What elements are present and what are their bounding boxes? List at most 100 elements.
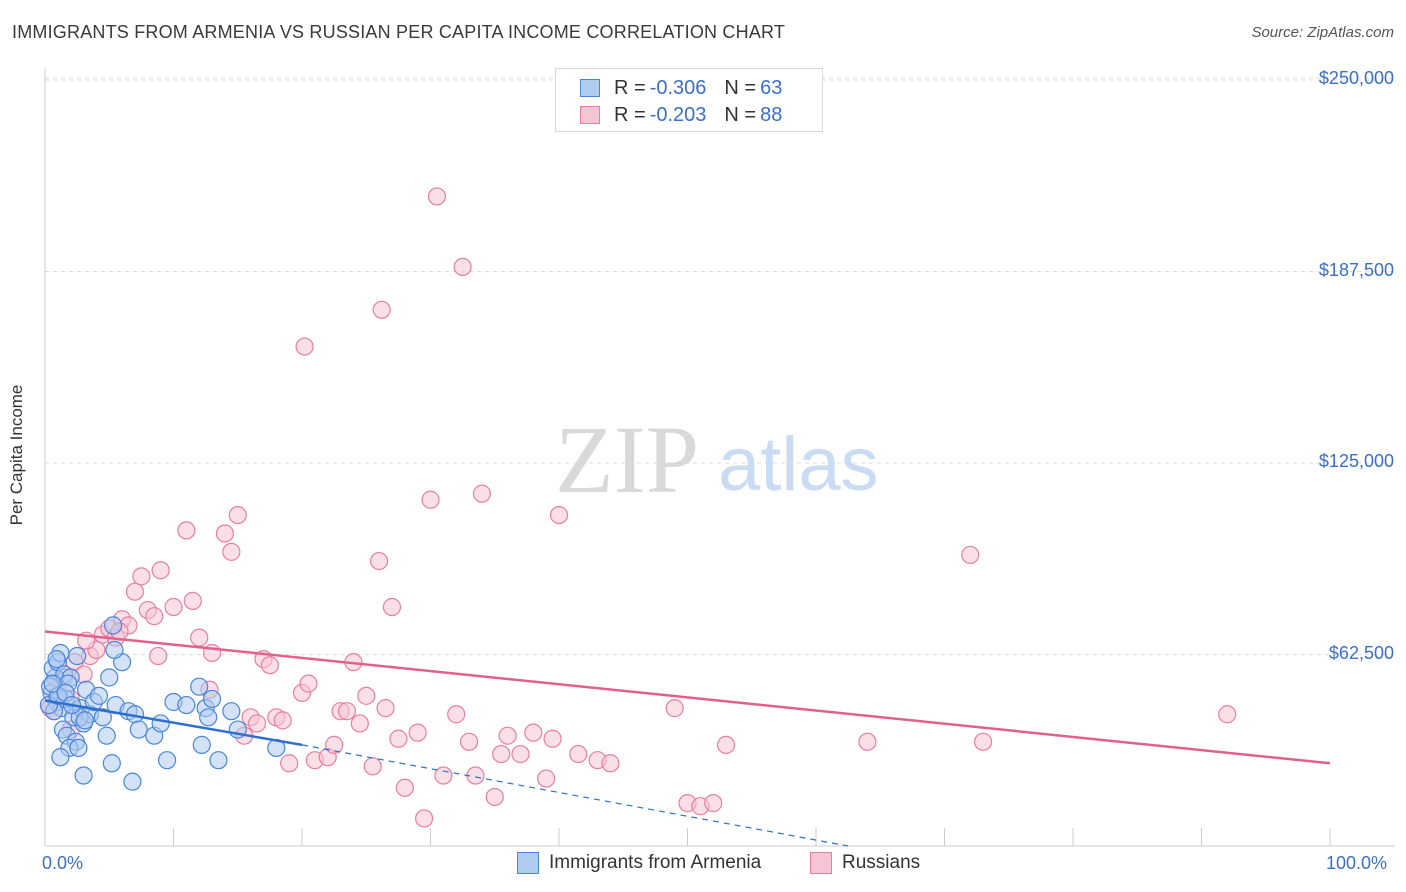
armenia-point	[105, 640, 124, 660]
russians-point	[177, 521, 196, 540]
russians-point	[569, 744, 588, 764]
russians-point	[151, 561, 170, 580]
bottom-legend-swatch-armenia	[517, 852, 539, 874]
correlation-legend: R = -0.306 N = 63 R = -0.203 N = 88	[555, 68, 823, 132]
armenia-point	[69, 738, 88, 758]
armenia-point	[104, 616, 123, 635]
armenia-trend-line	[44, 699, 303, 747]
armenia-point	[190, 677, 209, 696]
bottom-legend-swatch-russians	[810, 852, 832, 874]
armenia-point	[97, 726, 116, 745]
russians-point	[145, 607, 164, 626]
x-tick-label-max: 100.0%	[1326, 853, 1388, 873]
russians-point	[524, 723, 543, 742]
russians-point	[273, 711, 292, 730]
armenia-point	[123, 772, 142, 791]
armenia-point	[93, 708, 112, 727]
russians-point	[549, 505, 569, 525]
y-tick-label: $250,000	[1318, 68, 1394, 88]
russians-point	[537, 769, 556, 788]
russians-point	[376, 699, 395, 718]
chart-title: IMMIGRANTS FROM ARMENIA VS RUSSIAN PER C…	[12, 22, 786, 42]
bottom-legend-russians: Russians	[810, 852, 920, 874]
y-tick-label: $187,500	[1318, 259, 1394, 280]
armenia-point	[100, 668, 119, 687]
russians-point	[190, 628, 209, 647]
russians-point	[472, 484, 491, 503]
bottom-legend-armenia: Immigrants from Armenia	[517, 852, 761, 874]
armenia-point	[192, 735, 211, 754]
y-tick-label: $125,000	[1318, 451, 1394, 471]
russians-point	[382, 597, 402, 617]
russians-point	[453, 257, 472, 277]
armenia-point	[68, 646, 87, 666]
armenia-point	[199, 708, 218, 727]
legend-n-value-armenia: 63	[760, 76, 783, 99]
russians-trend-line	[44, 630, 1331, 765]
armenia-point	[43, 674, 62, 693]
russians-point	[408, 723, 427, 742]
armenia-point	[89, 686, 109, 705]
gridlines	[45, 77, 1395, 655]
russians-point	[350, 714, 369, 733]
russians-point	[665, 699, 684, 718]
russians-point	[704, 794, 723, 813]
russians-point	[447, 705, 466, 724]
russians-point	[389, 729, 408, 748]
armenia-point	[74, 766, 93, 785]
russians-point	[601, 754, 620, 773]
russians-point	[215, 524, 234, 543]
legend-r-label: R =	[614, 103, 646, 126]
russians-point	[183, 591, 202, 610]
russians-point	[125, 582, 145, 601]
watermark-atlas: atlas	[718, 422, 879, 507]
russians-point	[961, 545, 980, 565]
russians-point	[498, 726, 517, 745]
armenia-point	[75, 711, 94, 730]
legend-r-value-russians: -0.203	[649, 103, 707, 126]
armenia-point	[177, 695, 196, 715]
russians-point	[148, 646, 168, 666]
legend-row-russians: R = -0.203 N = 88	[580, 104, 782, 126]
axes	[44, 68, 1395, 847]
legend-r-label: R =	[614, 76, 646, 99]
bottom-legend-label-russians: Russians	[842, 852, 921, 873]
legend-n-label: N =	[724, 103, 757, 126]
armenia-point	[202, 689, 222, 709]
russians-point	[716, 735, 736, 754]
russians-point	[485, 787, 504, 807]
armenia-point	[222, 702, 241, 721]
russians-point	[337, 702, 357, 721]
russians-point	[459, 732, 479, 751]
y-axis-label: Per Capita Income	[7, 384, 26, 526]
russians-point	[492, 744, 511, 764]
russians-point	[511, 744, 530, 764]
russians-point	[228, 505, 247, 525]
watermark-zip: ZIP	[555, 406, 699, 513]
russians-point	[164, 597, 183, 617]
russians-point	[858, 732, 877, 751]
legend-swatch-armenia	[580, 79, 600, 97]
armenia-point	[209, 751, 228, 770]
bottom-legend-label-armenia: Immigrants from Armenia	[549, 852, 762, 873]
russians-point	[427, 187, 447, 206]
russians-point	[395, 778, 414, 797]
armenia-point	[151, 714, 170, 733]
russians-point	[325, 735, 344, 754]
russians-point	[132, 567, 151, 586]
russians-point	[1218, 705, 1237, 724]
armenia-point	[157, 751, 177, 770]
legend-n-label: N =	[724, 76, 757, 99]
armenia-trend-extension	[301, 744, 849, 847]
armenia-point	[129, 720, 148, 739]
russians-point	[372, 300, 391, 319]
legend-row-armenia: R = -0.306 N = 63	[580, 77, 782, 99]
russians-point	[357, 686, 376, 705]
russians-point	[280, 754, 299, 773]
legend-n-value-russians: 88	[760, 103, 783, 126]
russians-point	[370, 551, 389, 571]
russians-point	[543, 729, 562, 748]
source-label: Source: ZipAtlas.com	[1251, 24, 1394, 41]
armenia-point	[47, 649, 66, 669]
